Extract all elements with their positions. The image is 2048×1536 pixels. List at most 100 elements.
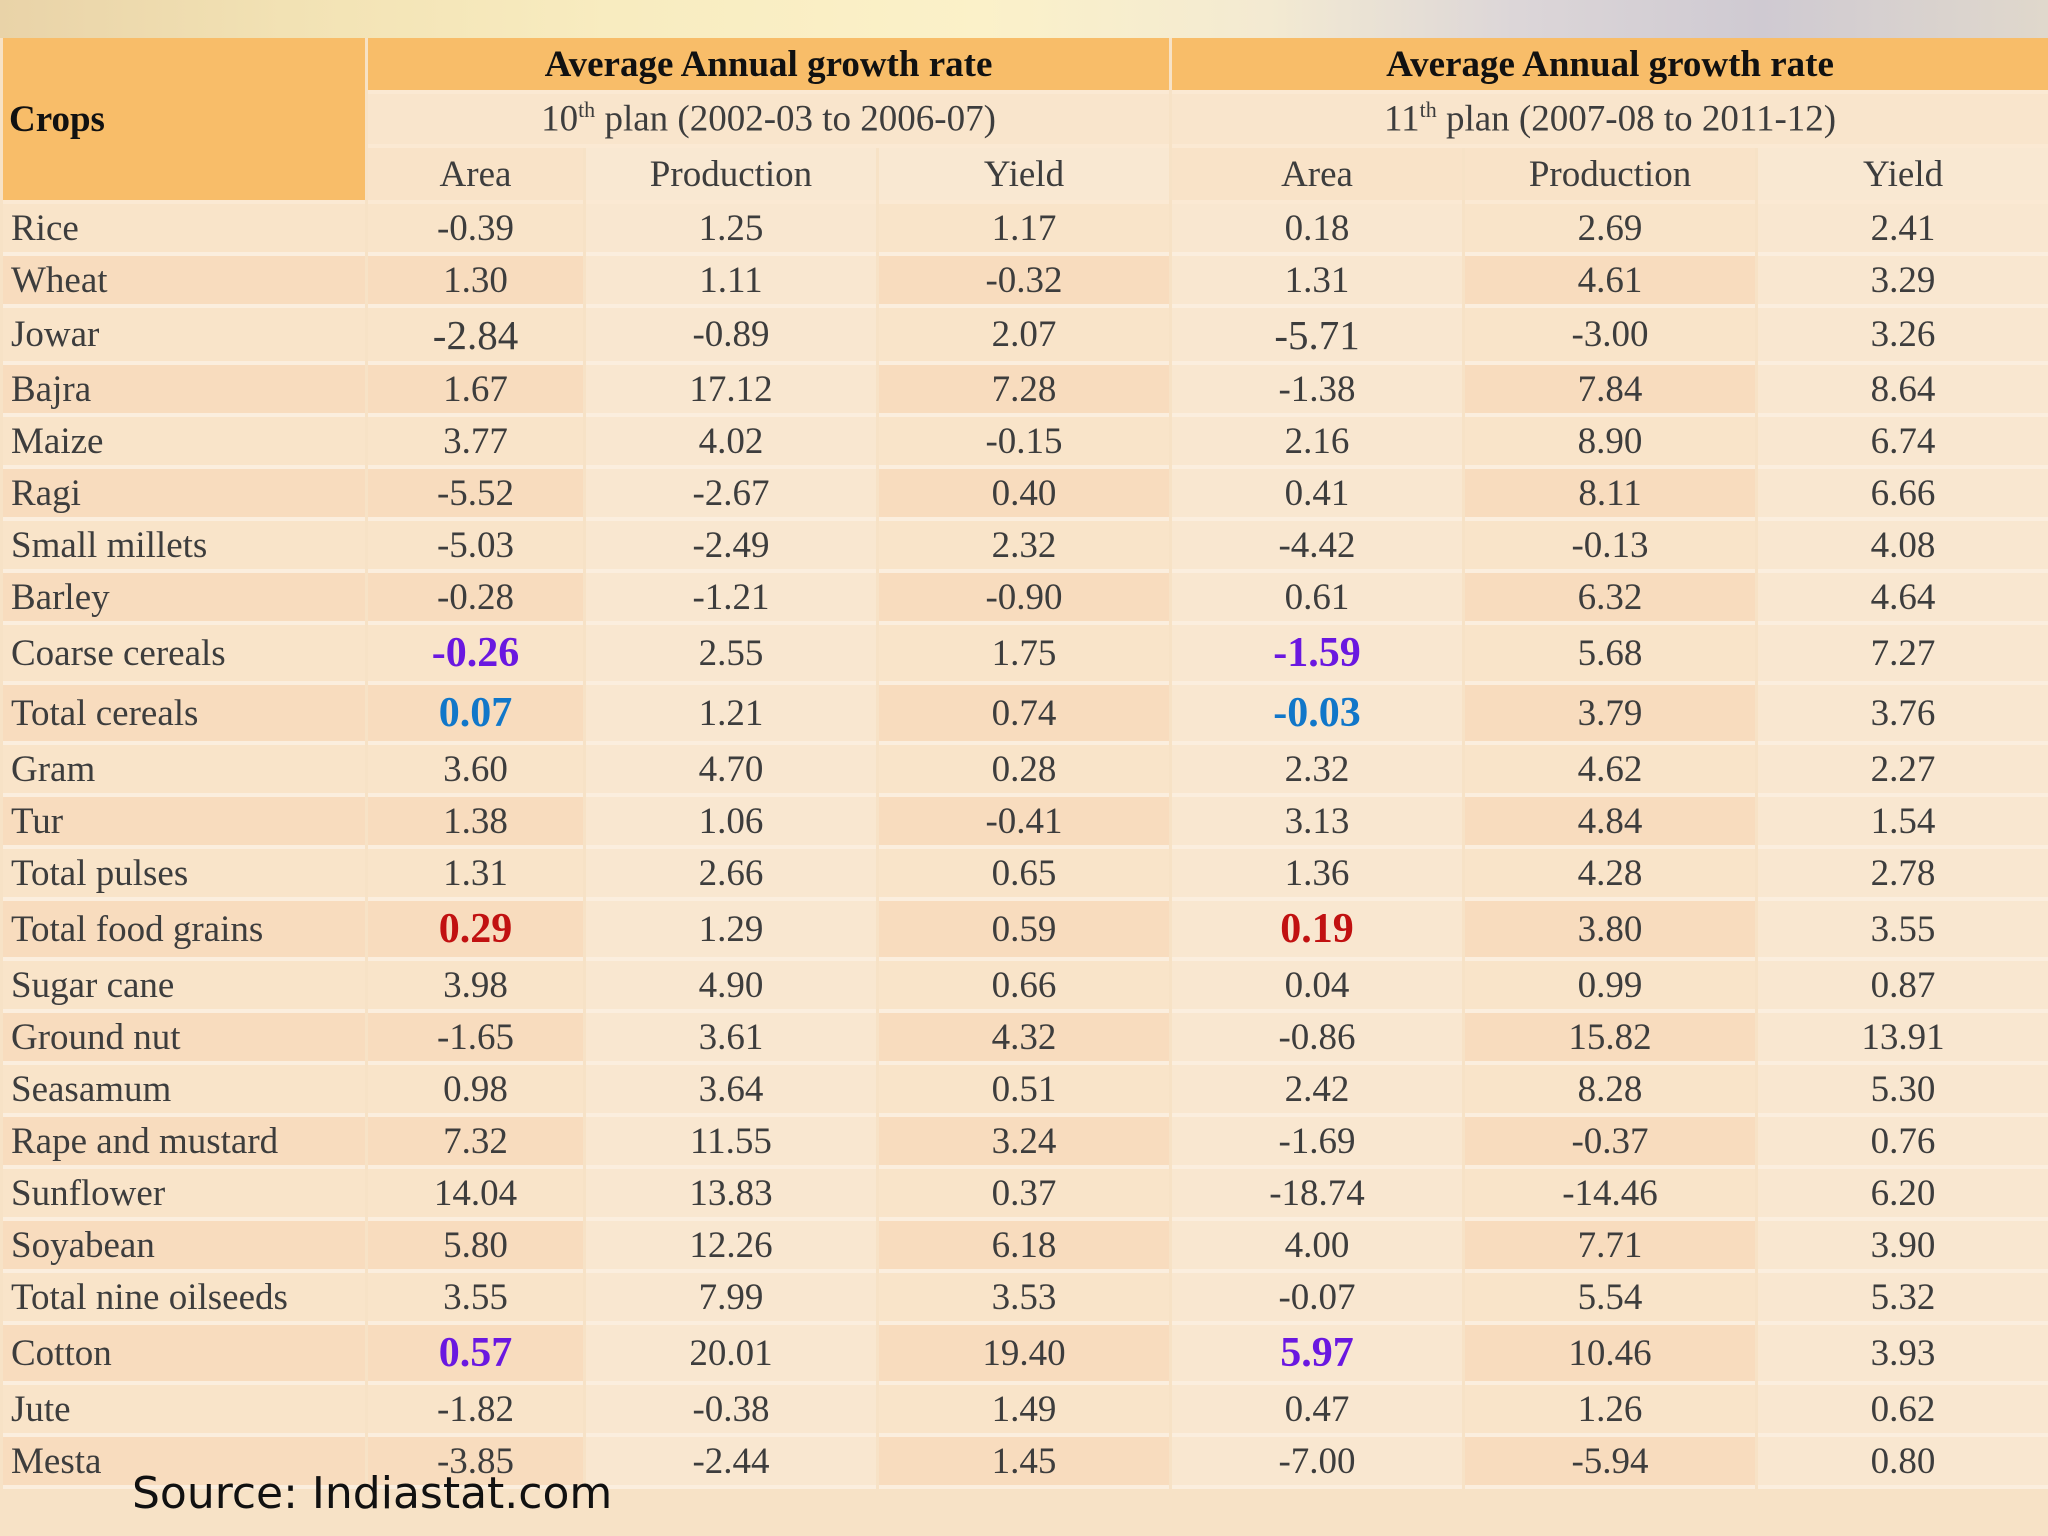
table-cell: 3.53 — [879, 1273, 1170, 1325]
table-cell: 0.40 — [879, 469, 1170, 521]
crop-name: Coarse cereals — [3, 625, 365, 685]
table-cell: -1.21 — [586, 573, 876, 625]
table-cell: 6.18 — [879, 1221, 1170, 1273]
table-row: Seasamum 0.98 3.64 0.51 2.42 8.28 5.30 — [3, 1065, 2048, 1117]
table-cell: 5.68 — [1465, 625, 1756, 685]
table-row: Rape and mustard 7.32 11.55 3.24 -1.69 -0.37 0… — [3, 1117, 2048, 1169]
crop-name: Maize — [3, 417, 365, 469]
table-cell: 20.01 — [586, 1325, 876, 1385]
table-cell: 1.29 — [586, 901, 876, 961]
table-cell: 1.36 — [1172, 849, 1463, 901]
table-cell: -18.74 — [1172, 1169, 1463, 1221]
table-row: Cotton 0.57 20.01 19.40 5.97 10.46 3.93 — [3, 1325, 2048, 1385]
table-cell: -2.67 — [586, 469, 876, 521]
group-header-11th: Average Annual growth rate — [1172, 38, 2048, 94]
table-row: Bajra 1.67 17.12 7.28 -1.38 7.84 8.64 — [3, 365, 2048, 417]
table-cell: 0.51 — [879, 1065, 1170, 1117]
table-row: Wheat 1.30 1.11 -0.32 1.31 4.61 3.29 — [3, 256, 2048, 308]
crop-name: Total pulses — [3, 849, 365, 901]
table-cell: -0.15 — [879, 417, 1170, 469]
table-cell: 3.24 — [879, 1117, 1170, 1169]
table-cell: 1.25 — [586, 204, 876, 256]
crop-name: Ground nut — [3, 1013, 365, 1065]
table-cell: -14.46 — [1465, 1169, 1756, 1221]
column-header: Yield — [879, 148, 1170, 204]
table-cell: 14.04 — [368, 1169, 583, 1221]
plan-10th-label: 10th plan (2002-03 to 2006-07) — [368, 94, 1170, 148]
group-header-10th: Average Annual growth rate — [368, 38, 1170, 94]
table-cell: 15.82 — [1465, 1013, 1756, 1065]
crop-name: Total nine oilseeds — [3, 1273, 365, 1325]
table-cell: 1.11 — [586, 256, 876, 308]
table-cell: -5.94 — [1465, 1437, 1756, 1489]
crop-name: Sunflower — [3, 1169, 365, 1221]
column-header: Production — [586, 148, 876, 204]
table-cell: -1.38 — [1172, 365, 1463, 417]
table-row: Total pulses 1.31 2.66 0.65 1.36 4.28 2.78 — [3, 849, 2048, 901]
table-cell: -0.90 — [879, 573, 1170, 625]
table-cell: 7.71 — [1465, 1221, 1756, 1273]
table-cell: 4.08 — [1758, 521, 2048, 573]
table-cell: 3.60 — [368, 745, 583, 797]
table-cell: 6.32 — [1465, 573, 1756, 625]
table-row: Coarse cereals -0.26 2.55 1.75 -1.59 5.68 7.27 — [3, 625, 2048, 685]
table-cell: 3.80 — [1465, 901, 1756, 961]
table-cell: 8.90 — [1465, 417, 1756, 469]
table-cell: 3.55 — [1758, 901, 2048, 961]
growth-rate-table: Crops Average Annual growth rate Average… — [0, 38, 2048, 1489]
table-cell: 4.90 — [586, 961, 876, 1013]
table-cell: 2.69 — [1465, 204, 1756, 256]
table-cell: -1.82 — [368, 1385, 583, 1437]
table-cell: 8.64 — [1758, 365, 2048, 417]
table-cell: -0.26 — [368, 625, 583, 685]
crop-name: Seasamum — [3, 1065, 365, 1117]
table-row: Sunflower 14.04 13.83 0.37 -18.74 -14.46 6.20 — [3, 1169, 2048, 1221]
table-row: Jute -1.82 -0.38 1.49 0.47 1.26 0.62 — [3, 1385, 2048, 1437]
table-cell: -0.39 — [368, 204, 583, 256]
crop-name: Jowar — [3, 308, 365, 365]
table-cell: 2.32 — [879, 521, 1170, 573]
table-cell: 13.91 — [1758, 1013, 2048, 1065]
table-cell: 0.74 — [879, 685, 1170, 745]
crop-name: Total food grains — [3, 901, 365, 961]
table-cell: 3.93 — [1758, 1325, 2048, 1385]
column-header: Yield — [1758, 148, 2048, 204]
plan-11th-label: 11th plan (2007-08 to 2011-12) — [1172, 94, 2048, 148]
crop-name: Wheat — [3, 256, 365, 308]
table-cell: 3.90 — [1758, 1221, 2048, 1273]
table-cell: -0.89 — [586, 308, 876, 365]
crops-header: Crops — [3, 38, 365, 204]
table-cell: 0.66 — [879, 961, 1170, 1013]
source-note: Source: Indiastat.com — [132, 1468, 613, 1519]
table-row: Mesta -3.85 -2.44 1.45 -7.00 -5.94 0.80 — [3, 1437, 2048, 1489]
crop-name: Rape and mustard — [3, 1117, 365, 1169]
table-cell: -5.03 — [368, 521, 583, 573]
table-cell: -4.42 — [1172, 521, 1463, 573]
table-cell: 0.04 — [1172, 961, 1463, 1013]
table-cell: 17.12 — [586, 365, 876, 417]
table-cell: 5.97 — [1172, 1325, 1463, 1385]
table-cell: 7.99 — [586, 1273, 876, 1325]
table-cell: 1.06 — [586, 797, 876, 849]
table-cell: 4.32 — [879, 1013, 1170, 1065]
table-cell: 12.26 — [586, 1221, 876, 1273]
table-cell: 2.16 — [1172, 417, 1463, 469]
table-cell: 1.45 — [879, 1437, 1170, 1489]
table-cell: 0.07 — [368, 685, 583, 745]
table-cell: 13.83 — [586, 1169, 876, 1221]
table-cell: -5.52 — [368, 469, 583, 521]
decorative-header-band — [0, 0, 2048, 38]
table-cell: 2.41 — [1758, 204, 2048, 256]
table-row: Small millets -5.03 -2.49 2.32 -4.42 -0.13 4.0… — [3, 521, 2048, 573]
table-row: Maize 3.77 4.02 -0.15 2.16 8.90 6.74 — [3, 417, 2048, 469]
table-cell: -0.07 — [1172, 1273, 1463, 1325]
table-cell: -1.59 — [1172, 625, 1463, 685]
table-cell: -0.41 — [879, 797, 1170, 849]
table-cell: 0.28 — [879, 745, 1170, 797]
table-row: Ragi -5.52 -2.67 0.40 0.41 8.11 6.66 — [3, 469, 2048, 521]
crop-name: Cotton — [3, 1325, 365, 1385]
table-cell: 1.31 — [368, 849, 583, 901]
table-cell: 4.28 — [1465, 849, 1756, 901]
table-row: Rice -0.39 1.25 1.17 0.18 2.69 2.41 — [3, 204, 2048, 256]
table-cell: -0.32 — [879, 256, 1170, 308]
